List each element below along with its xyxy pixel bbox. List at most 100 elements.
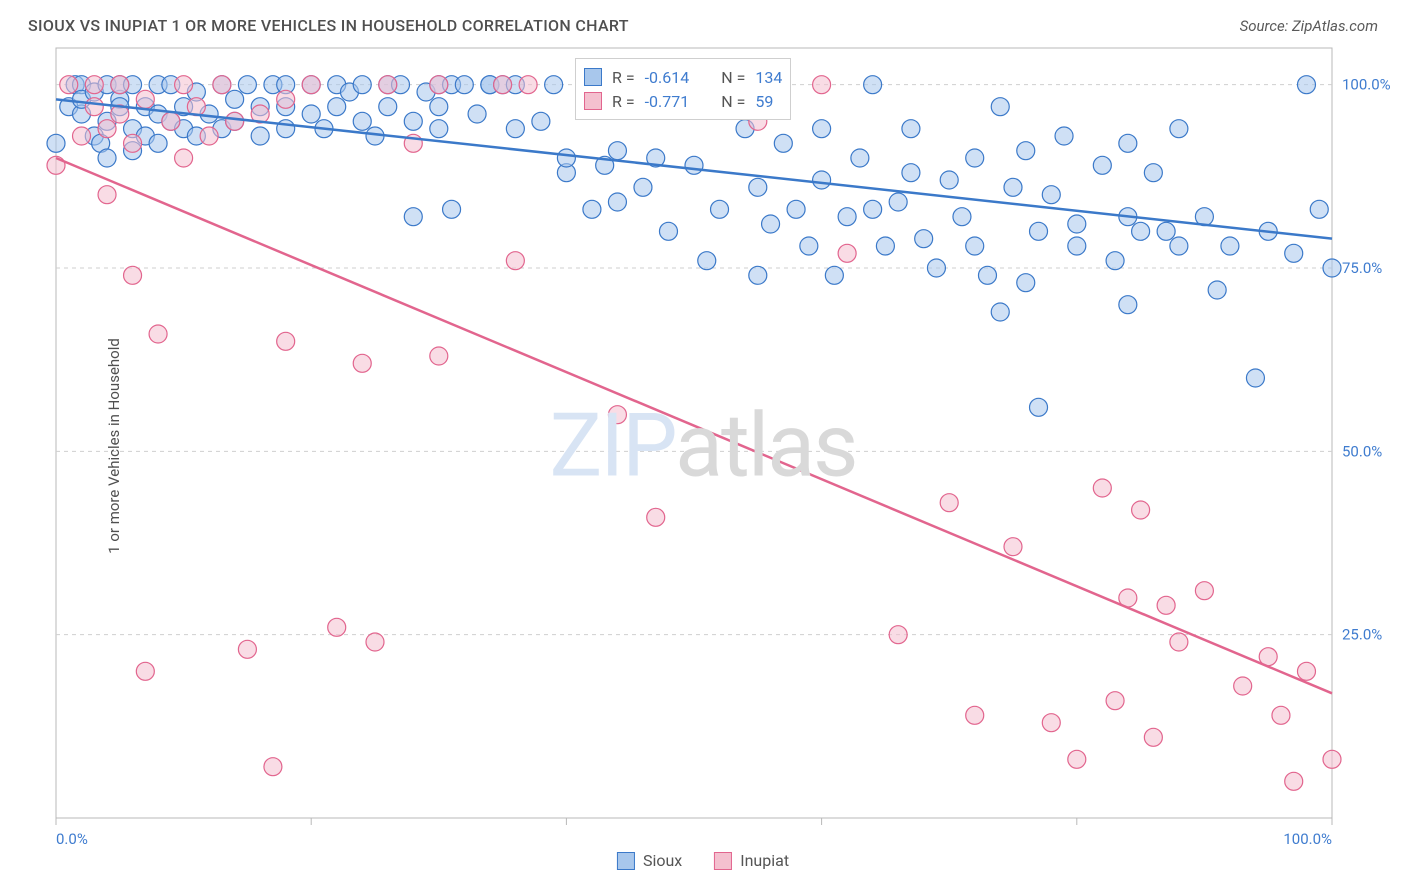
data-point <box>813 76 831 94</box>
data-point <box>60 76 78 94</box>
data-point <box>98 149 116 167</box>
data-point <box>277 90 295 108</box>
data-point <box>149 325 167 343</box>
source-label: Source: ZipAtlas.com <box>1240 17 1378 35</box>
legend-label: Inupiat <box>740 851 789 870</box>
data-point <box>698 252 716 270</box>
data-point <box>1285 772 1303 790</box>
data-point <box>213 76 231 94</box>
data-point <box>762 215 780 233</box>
data-point <box>838 208 856 226</box>
data-point <box>545 76 563 94</box>
data-point <box>1132 501 1150 519</box>
legend-stat-row: R = -0.614N = 134 <box>584 65 782 89</box>
data-point <box>1068 215 1086 233</box>
data-point <box>659 222 677 240</box>
data-point <box>98 120 116 138</box>
data-point <box>277 332 295 350</box>
data-point <box>200 127 218 145</box>
data-point <box>1170 237 1188 255</box>
data-point <box>647 508 665 526</box>
data-point <box>902 164 920 182</box>
x-tick-label-right: 100.0% <box>1283 830 1332 848</box>
data-point <box>991 303 1009 321</box>
data-point <box>1068 750 1086 768</box>
data-point <box>1323 750 1341 768</box>
x-tick-label-left: 0.0% <box>56 830 88 848</box>
data-point <box>953 208 971 226</box>
data-point <box>404 112 422 130</box>
data-point <box>302 105 320 123</box>
data-point <box>353 76 371 94</box>
data-point <box>966 149 984 167</box>
data-point <box>1119 296 1137 314</box>
data-point <box>430 98 448 116</box>
data-point <box>238 76 256 94</box>
data-point <box>1208 281 1226 299</box>
data-point <box>1017 142 1035 160</box>
legend-item: Sioux <box>617 851 682 870</box>
y-axis-label: 1 or more Vehicles in Household <box>105 338 123 554</box>
data-point <box>774 134 792 152</box>
data-point <box>876 237 894 255</box>
data-point <box>927 259 945 277</box>
data-point <box>1157 222 1175 240</box>
legend-swatch <box>584 92 602 110</box>
data-point <box>608 406 626 424</box>
data-point <box>608 193 626 211</box>
data-point <box>813 171 831 189</box>
data-point <box>264 758 282 776</box>
data-point <box>136 662 154 680</box>
data-point <box>749 266 767 284</box>
data-point <box>124 266 142 284</box>
data-point <box>519 76 537 94</box>
data-point <box>813 120 831 138</box>
data-point <box>1068 237 1086 255</box>
data-point <box>379 76 397 94</box>
legend-n-value: 134 <box>755 68 782 87</box>
data-point <box>634 178 652 196</box>
y-tick-label: 75.0% <box>1342 259 1382 277</box>
data-point <box>1042 186 1060 204</box>
legend-n-value: 59 <box>755 92 773 111</box>
legend-label: Sioux <box>643 851 682 870</box>
data-point <box>825 266 843 284</box>
data-point <box>73 127 91 145</box>
data-point <box>124 134 142 152</box>
data-point <box>902 120 920 138</box>
data-point <box>1170 633 1188 651</box>
data-point <box>978 266 996 284</box>
data-point <box>1144 164 1162 182</box>
data-point <box>430 347 448 365</box>
data-point <box>366 633 384 651</box>
data-point <box>1221 237 1239 255</box>
legend-swatch <box>617 852 635 870</box>
data-point <box>1055 127 1073 145</box>
data-point <box>85 76 103 94</box>
legend-series: Sioux Inupiat <box>617 851 789 870</box>
data-point <box>851 149 869 167</box>
data-point <box>1017 274 1035 292</box>
data-point <box>1106 692 1124 710</box>
scatter-chart: 25.0%50.0%75.0%100.0%0.0%100.0% <box>0 0 1406 892</box>
data-point <box>864 76 882 94</box>
data-point <box>468 105 486 123</box>
data-point <box>1195 582 1213 600</box>
data-point <box>1119 134 1137 152</box>
trend-line <box>56 99 1332 238</box>
data-point <box>85 98 103 116</box>
data-point <box>966 706 984 724</box>
data-point <box>404 208 422 226</box>
legend-stat-row: R = -0.771N = 59 <box>584 89 782 113</box>
data-point <box>685 156 703 174</box>
data-point <box>1310 200 1328 218</box>
data-point <box>149 134 167 152</box>
data-point <box>1144 728 1162 746</box>
data-point <box>430 76 448 94</box>
data-point <box>1093 156 1111 174</box>
data-point <box>1285 244 1303 262</box>
data-point <box>1093 479 1111 497</box>
y-tick-label: 25.0% <box>1342 626 1382 644</box>
data-point <box>111 76 129 94</box>
data-point <box>47 134 65 152</box>
